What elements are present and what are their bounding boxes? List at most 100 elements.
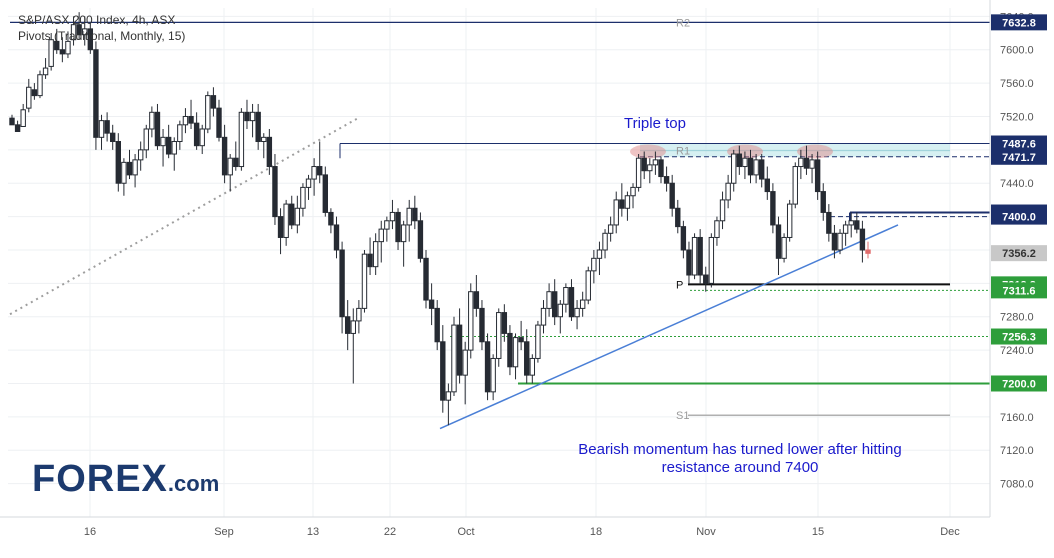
- candle-body: [205, 95, 211, 130]
- x-tick-label: Oct: [457, 526, 474, 538]
- candle-body: [591, 257, 597, 272]
- candle-body: [400, 224, 407, 243]
- candle-body: [440, 341, 446, 401]
- price-tag: [991, 245, 1047, 262]
- candle-body: [798, 157, 804, 168]
- x-tick-label: 22: [384, 526, 396, 538]
- candle-body: [37, 74, 43, 97]
- y-tick-label: 7600.0: [1000, 45, 1034, 57]
- candle-body: [82, 28, 88, 36]
- candle-body: [87, 28, 94, 51]
- candle-body: [227, 157, 233, 176]
- candle-body: [177, 124, 183, 143]
- price-tag-label: 7256.3: [1002, 332, 1036, 344]
- candle-body: [110, 132, 116, 143]
- candle-body: [333, 224, 340, 251]
- candle-body: [154, 111, 161, 147]
- candle-body: [680, 226, 687, 251]
- candle-body: [859, 228, 866, 251]
- candle-body: [641, 157, 647, 172]
- candle-body: [261, 136, 267, 143]
- price-tag-label: 7200.0: [1002, 378, 1036, 390]
- candle-body: [132, 159, 138, 176]
- candle-body: [76, 24, 82, 36]
- candle-body: [585, 270, 591, 301]
- candle-body: [93, 49, 99, 138]
- y-tick-label: 7440.0: [1000, 178, 1034, 190]
- candle-body: [266, 136, 273, 168]
- candle-body: [854, 220, 860, 230]
- candle-body: [300, 186, 306, 209]
- candle-body: [244, 111, 250, 122]
- candle-body: [367, 253, 373, 268]
- candle-body: [865, 249, 871, 254]
- candle-body: [143, 128, 149, 151]
- candle-body: [104, 120, 110, 134]
- candle-body: [484, 341, 491, 393]
- candle-body: [842, 224, 849, 234]
- pivot-label-p: P: [676, 279, 683, 291]
- price-tag-label: 7487.6: [1002, 139, 1036, 151]
- triple-top-marker: [797, 144, 833, 159]
- candle-body: [70, 24, 77, 41]
- candle-body: [675, 207, 681, 228]
- pivot-label-r2: R2: [676, 17, 690, 29]
- candle-body: [210, 95, 217, 109]
- price-tag-label: 7400.0: [1002, 212, 1036, 224]
- candle-body: [356, 307, 362, 322]
- candle-body: [305, 178, 312, 188]
- candle-body: [669, 182, 675, 209]
- candle-body: [652, 159, 659, 166]
- candle-body: [20, 109, 26, 127]
- price-tag-label: 7356.2: [1002, 248, 1036, 260]
- candle-body: [473, 291, 480, 309]
- price-tag: [991, 135, 1047, 152]
- candle-body: [255, 111, 261, 143]
- x-tick-label: Nov: [696, 526, 716, 538]
- candle-body: [31, 89, 38, 97]
- candle-body: [574, 307, 580, 318]
- candle-body: [792, 166, 798, 205]
- candle-body: [423, 257, 429, 301]
- candle-body: [395, 211, 401, 243]
- pivot-label-r1: R1: [676, 146, 690, 158]
- price-tag: [991, 148, 1047, 165]
- x-tick-label: 18: [590, 526, 602, 538]
- x-tick-label: 15: [812, 526, 824, 538]
- annotation-bearish-line1: Bearish momentum has turned lower after …: [578, 441, 902, 458]
- candle-body: [579, 299, 586, 309]
- y-tick-label: 7080.0: [1000, 479, 1034, 491]
- candle-body: [479, 307, 485, 343]
- candle-body: [317, 166, 323, 176]
- candle-body: [188, 115, 194, 124]
- candle-body: [121, 161, 127, 184]
- candle-body: [557, 303, 563, 318]
- y-tick-label: 7280.0: [1000, 312, 1034, 324]
- candle-body: [596, 249, 603, 259]
- candle-body: [826, 211, 832, 234]
- candle-body: [736, 153, 743, 168]
- x-tick-label: 13: [307, 526, 319, 538]
- price-tag: [991, 328, 1047, 345]
- price-tag-label: 7471.7: [1002, 152, 1036, 164]
- candle-body: [372, 241, 379, 268]
- candle-body: [820, 191, 826, 213]
- candle-body: [98, 120, 105, 138]
- candle-body: [524, 341, 530, 376]
- candle-body: [697, 236, 703, 276]
- candle-body: [647, 164, 653, 172]
- logo-text: FOREX: [32, 458, 168, 500]
- candle-body: [272, 166, 278, 218]
- candle-body: [563, 287, 569, 305]
- candle-body: [361, 253, 368, 309]
- candle-body: [468, 291, 474, 351]
- candle-body: [378, 228, 384, 243]
- candle-body: [193, 122, 200, 147]
- candle-body: [507, 332, 513, 368]
- logo-suffix: .com: [167, 471, 220, 496]
- price-tag: [991, 14, 1047, 31]
- candle-body: [171, 141, 177, 155]
- candle-body: [731, 153, 737, 184]
- candle-body: [328, 211, 334, 226]
